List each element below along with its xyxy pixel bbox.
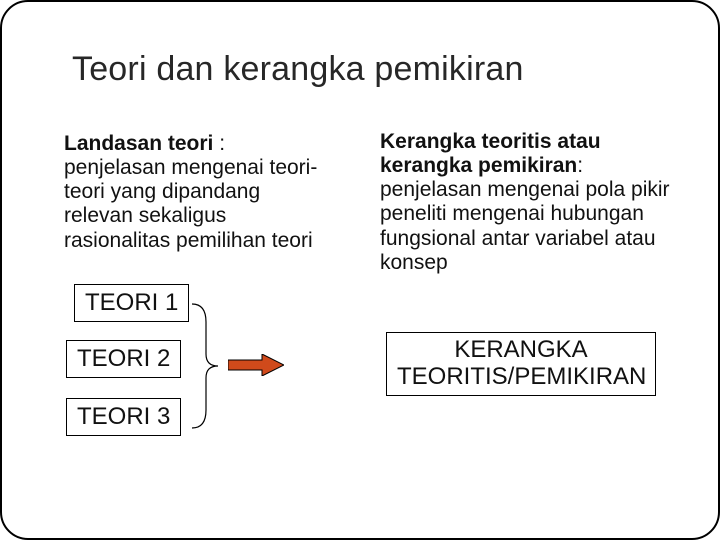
left-paragraph: Landasan teori : penjelasan mengenai teo… (64, 132, 324, 253)
right-paragraph-bold: Kerangka teoritis atau kerangka pemikira… (380, 130, 601, 177)
box-teori-3: TEORI 3 (66, 398, 181, 436)
bracket-icon (188, 302, 222, 430)
arrow-right-icon (228, 354, 284, 376)
left-paragraph-bold: Landasan teori (64, 132, 213, 155)
box-teori-1: TEORI 1 (74, 284, 189, 322)
slide-frame: Teori dan kerangka pemikiran Landasan te… (0, 0, 720, 540)
box-teori-2: TEORI 2 (66, 340, 181, 378)
slide-title: Teori dan kerangka pemikiran (72, 50, 524, 89)
box-kerangka: KERANGKA TEORITIS/PEMIKIRAN (386, 332, 656, 396)
right-paragraph: Kerangka teoritis atau kerangka pemikira… (380, 130, 670, 275)
